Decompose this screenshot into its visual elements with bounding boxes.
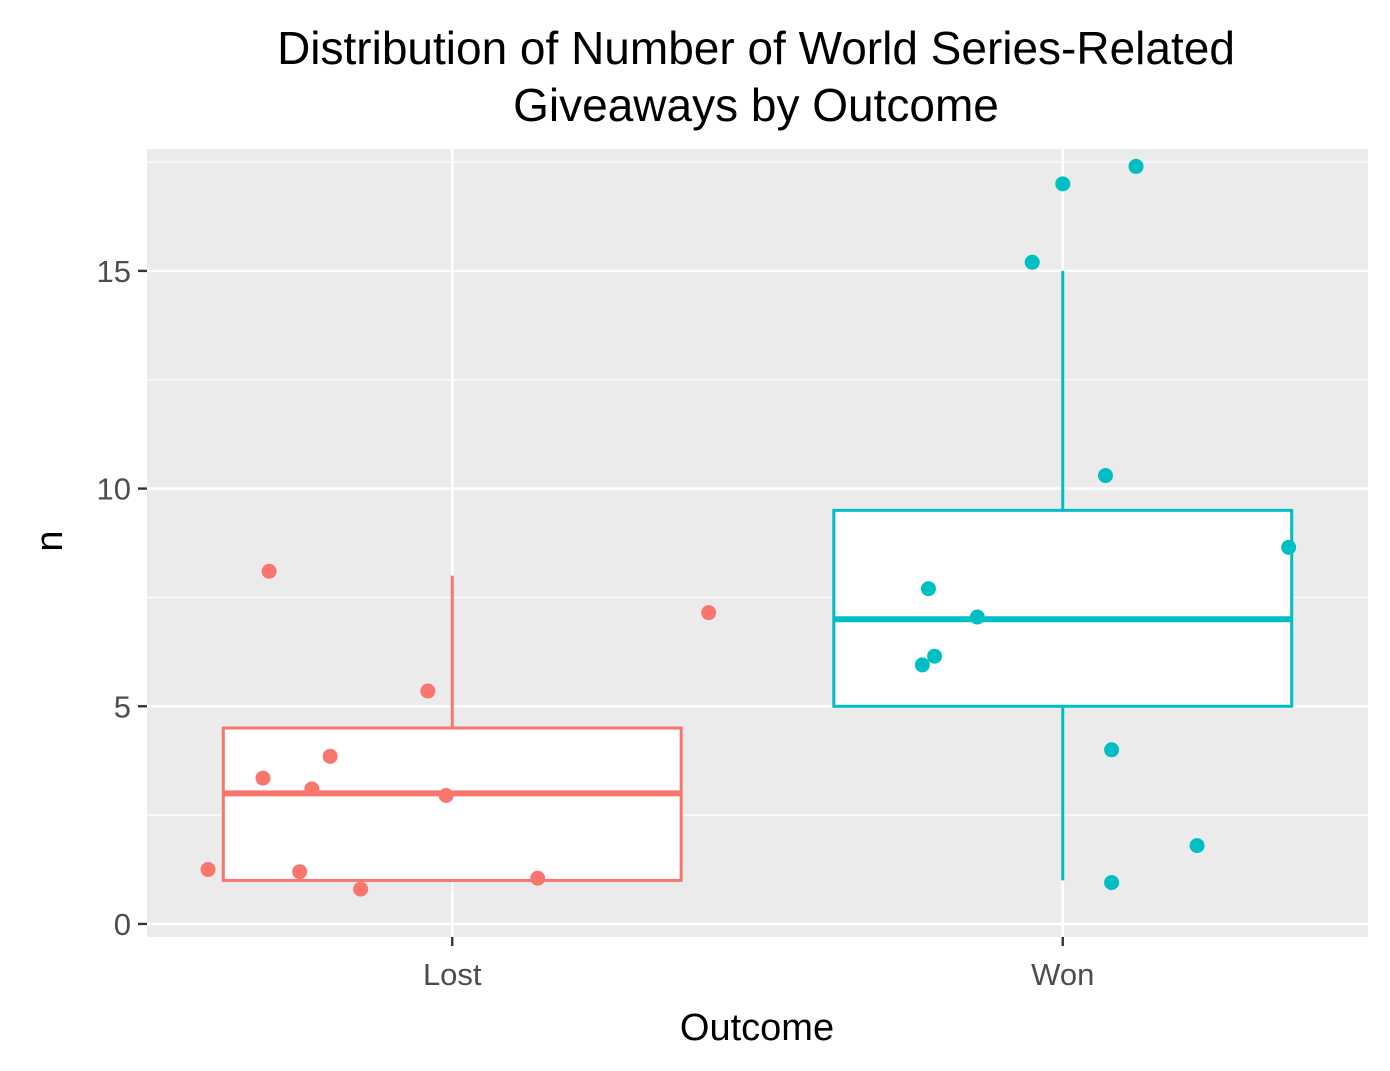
box-iqr: [832, 508, 1294, 708]
data-point: [927, 648, 943, 664]
data-point: [1104, 742, 1120, 758]
data-point: [920, 581, 936, 597]
y-tick-label: 10: [97, 472, 131, 507]
data-point: [1055, 176, 1071, 192]
x-tick-label: Lost: [423, 957, 482, 992]
data-point: [322, 748, 338, 764]
data-point: [200, 862, 216, 878]
boxplot-lost: [221, 575, 683, 882]
chart-title-line-1: Distribution of Number of World Series-R…: [277, 22, 1235, 74]
jitter-points: [200, 158, 1297, 897]
x-axis-title: Outcome: [680, 1007, 834, 1049]
y-tick-label: 0: [114, 907, 131, 942]
x-tick-label: Won: [1031, 957, 1094, 992]
boxplot-won: [832, 270, 1294, 881]
data-point: [255, 770, 271, 786]
chart-title-line-2: Giveaways by Outcome: [513, 79, 999, 131]
y-axis-title: n: [29, 530, 71, 551]
data-point: [1189, 838, 1205, 854]
data-point: [261, 563, 277, 579]
data-point: [420, 683, 436, 699]
data-point: [1128, 158, 1144, 174]
data-point: [1104, 875, 1120, 891]
y-axis: 0 5 10 15: [97, 254, 147, 942]
data-point: [1024, 254, 1040, 270]
data-point: [353, 881, 369, 897]
x-axis: Lost Won: [423, 937, 1094, 992]
data-point: [304, 781, 320, 797]
data-point: [701, 605, 717, 621]
data-point: [969, 609, 985, 625]
box-iqr: [221, 726, 683, 882]
boxplots: [221, 270, 1294, 882]
data-point: [1097, 468, 1113, 484]
data-point: [292, 864, 308, 880]
y-tick-label: 5: [114, 689, 131, 724]
data-point: [530, 870, 546, 886]
data-point: [914, 657, 930, 673]
data-point: [1281, 539, 1297, 555]
data-point: [438, 788, 454, 804]
y-tick-label: 15: [97, 254, 131, 289]
